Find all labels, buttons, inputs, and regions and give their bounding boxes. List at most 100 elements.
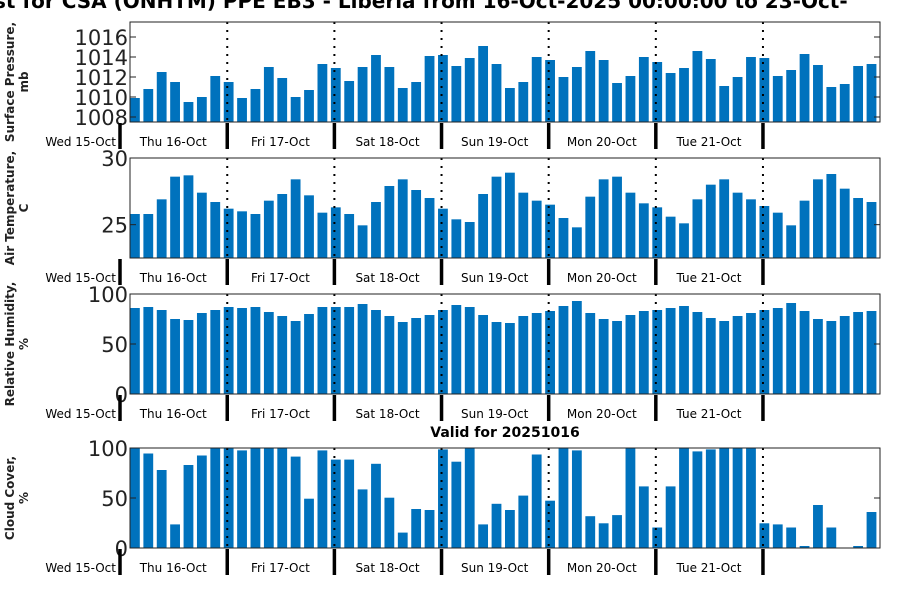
date-label: Thu 16-Oct	[139, 561, 207, 575]
bar	[143, 214, 154, 258]
bar	[210, 202, 221, 258]
date-label: Sun 19-Oct	[461, 271, 529, 285]
y-axis-label-line: %	[17, 492, 31, 504]
bar	[853, 198, 864, 258]
bar	[464, 58, 475, 122]
bar	[545, 500, 555, 548]
bar	[223, 208, 234, 258]
y-axis-label: Relative Humidity,%	[3, 282, 31, 407]
y-axis-label-line: Air Temperature,	[3, 151, 17, 265]
bar	[250, 89, 261, 122]
bar	[277, 448, 288, 548]
bar	[531, 57, 542, 122]
bar	[826, 87, 837, 122]
bar	[371, 310, 381, 394]
y-tick-label: 1016	[75, 26, 128, 50]
bar	[853, 312, 864, 394]
bar	[652, 207, 663, 258]
bar	[679, 306, 689, 394]
bar	[237, 211, 247, 258]
bar	[585, 196, 596, 258]
bar	[344, 81, 355, 122]
bar	[451, 66, 462, 122]
bar	[705, 184, 716, 258]
y-axis-label: Surface Pressure,mb	[3, 22, 31, 142]
bar	[330, 68, 341, 122]
date-label: Sun 19-Oct	[461, 561, 529, 575]
bar	[866, 311, 877, 394]
date-label: Sat 18-Oct	[355, 561, 419, 575]
bar	[411, 509, 422, 548]
date-label: Sat 18-Oct	[355, 135, 419, 149]
bar	[304, 195, 314, 258]
bar	[143, 89, 154, 122]
bar	[571, 301, 582, 394]
bar	[545, 60, 555, 122]
bar	[799, 54, 810, 122]
date-label: Tue 21-Oct	[675, 135, 741, 149]
date-label: Wed 15-Oct	[45, 561, 116, 575]
bar	[384, 67, 395, 122]
bar	[531, 200, 542, 258]
bar	[746, 199, 756, 258]
date-label: Tue 21-Oct	[675, 561, 741, 575]
bar	[853, 66, 864, 122]
bar	[692, 451, 703, 548]
bar	[491, 176, 502, 258]
bar	[746, 448, 756, 548]
bar	[384, 186, 395, 258]
y-tick-label: 1010	[75, 86, 128, 110]
bar	[518, 495, 529, 548]
bar	[263, 67, 274, 122]
bar	[143, 307, 154, 394]
bar	[263, 448, 274, 548]
bar	[237, 98, 247, 122]
bar	[759, 58, 770, 122]
bar	[196, 192, 207, 258]
y-axis-label-line: Surface Pressure,	[3, 22, 17, 142]
bar	[130, 308, 140, 394]
bar	[692, 312, 703, 394]
y-axis-label-line: mb	[17, 71, 31, 93]
bar	[223, 82, 234, 122]
bar	[170, 319, 180, 394]
bar	[290, 179, 301, 258]
bar	[344, 459, 355, 548]
bar	[866, 64, 877, 122]
bar	[786, 70, 797, 122]
chart-title: st for CSA (ONHTM) PPE EB3 - Liberia fro…	[0, 0, 848, 13]
bar	[384, 497, 395, 548]
bar	[317, 450, 328, 548]
bar	[491, 64, 502, 122]
bar	[719, 179, 730, 258]
bar	[330, 459, 341, 548]
bar	[384, 316, 395, 394]
bar	[705, 449, 716, 548]
bar	[277, 316, 288, 394]
date-label: Sun 19-Oct	[461, 135, 529, 149]
bar	[438, 449, 448, 548]
date-label: Thu 16-Oct	[139, 407, 207, 421]
bar	[478, 315, 489, 394]
date-label: Thu 16-Oct	[139, 135, 207, 149]
bar	[478, 524, 489, 548]
bar	[330, 207, 341, 258]
y-tick-label: 25	[101, 214, 128, 238]
bar	[853, 546, 864, 548]
bar	[625, 448, 636, 548]
bar	[558, 218, 569, 258]
bar	[732, 448, 743, 548]
bar	[411, 318, 422, 394]
bar	[464, 307, 475, 394]
bar	[371, 55, 381, 122]
bar	[866, 202, 877, 258]
date-label: Mon 20-Oct	[567, 561, 637, 575]
y-axis-label: Air Temperature,C	[3, 151, 31, 265]
bar	[786, 225, 797, 258]
bar	[317, 64, 328, 122]
bar	[598, 523, 609, 548]
bar	[170, 82, 180, 122]
bar	[531, 454, 542, 548]
bar	[799, 311, 810, 394]
